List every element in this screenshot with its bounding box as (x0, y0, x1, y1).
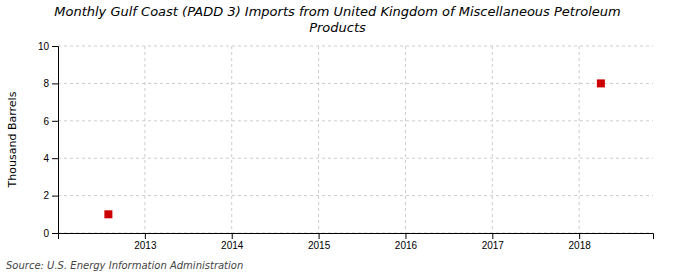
source-note: Source: U.S. Energy Information Administ… (6, 260, 243, 271)
x-grid-line (144, 46, 145, 233)
x-tick-mark (319, 233, 320, 239)
x-tick-mark (405, 233, 406, 239)
y-tick-mark (52, 83, 58, 84)
x-tick-mark (579, 233, 580, 239)
y-tick-label: 4 (43, 153, 49, 164)
y-tick: 8 (43, 78, 58, 89)
x-tick: 2015 (308, 233, 331, 251)
x-axis: 2013 2014 2015 2016 2017 2018 (59, 233, 654, 251)
x-tick-label: 2017 (482, 240, 505, 251)
y-axis-line (52, 47, 59, 234)
y-tick-label: 10 (38, 41, 50, 52)
y-tick: 6 (43, 116, 58, 127)
point (597, 79, 605, 87)
y-tick-mark (52, 196, 58, 197)
point (104, 210, 112, 218)
x-grid-line (579, 46, 580, 233)
x-tick-label: 2016 (395, 240, 418, 251)
y-tick-label: 8 (43, 78, 49, 89)
points (104, 79, 605, 218)
y-tick-mark (52, 233, 58, 234)
y-grid-line (58, 158, 653, 159)
x-grid-line (231, 46, 232, 233)
y-tick-label: 2 (43, 190, 49, 201)
y-tick-label: 6 (43, 116, 49, 127)
x-axis-line (59, 234, 654, 240)
x-grid-line (318, 46, 319, 233)
y-axis: 0 2 4 6 8 10 (38, 41, 59, 239)
y-grid-line (58, 83, 653, 84)
x-tick-label: 2013 (134, 240, 157, 251)
plot-area: 2013 2014 2015 2016 2017 2018 0 2 4 6 8 10 (38, 41, 654, 251)
y-tick-mark (52, 46, 58, 47)
y-tick: 10 (38, 41, 58, 52)
grid (58, 46, 653, 233)
x-tick: 2014 (221, 233, 244, 251)
y-tick-mark (52, 158, 58, 159)
x-tick-mark (232, 233, 233, 239)
y-tick-label: 0 (43, 228, 49, 239)
title: Monthly Gulf Coast (PADD 3) Imports from… (54, 4, 620, 35)
y-tick: 0 (43, 228, 58, 239)
y-tick-mark (52, 121, 58, 122)
x-tick-mark (145, 233, 146, 239)
chart: 2013 2014 2015 2016 2017 2018 0 2 4 6 8 10 Monthly G… (0, 0, 675, 275)
y-axis-title: Thousand Barrels (6, 91, 19, 188)
y-tick: 2 (43, 190, 58, 201)
y-grid-line (58, 46, 653, 47)
x-tick-mark (492, 233, 493, 239)
y-grid-line (58, 120, 653, 121)
x-tick: 2017 (482, 233, 505, 251)
x-tick: 2016 (395, 233, 418, 251)
x-tick-label: 2015 (308, 240, 331, 251)
x-grid-line (405, 46, 406, 233)
x-tick-label: 2014 (221, 240, 244, 251)
y-tick: 4 (43, 153, 58, 164)
x-grid-line (492, 46, 493, 233)
x-tick-label: 2018 (569, 240, 592, 251)
x-tick: 2013 (134, 233, 157, 251)
y-grid-line (58, 195, 653, 196)
x-tick: 2018 (569, 233, 592, 251)
